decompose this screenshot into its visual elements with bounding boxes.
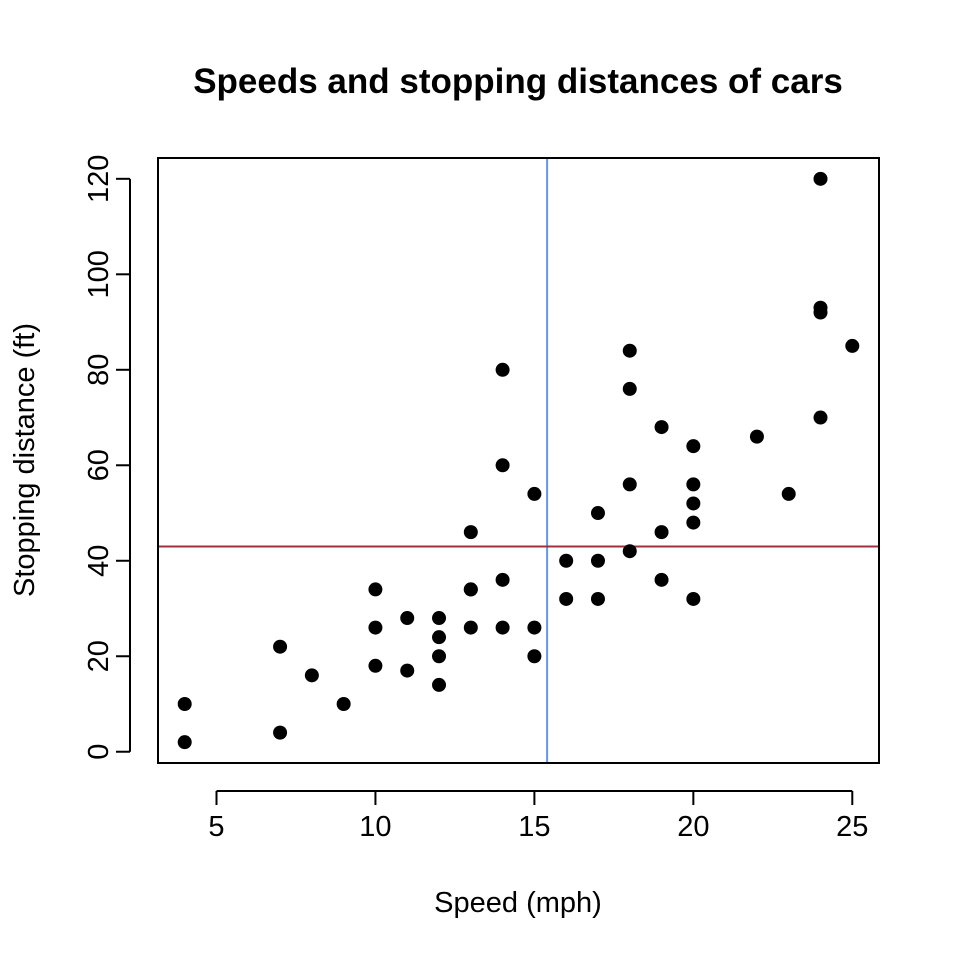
data-point <box>432 677 447 692</box>
data-point <box>432 630 447 645</box>
data-point <box>686 496 701 511</box>
chart-title: Speeds and stopping distances of cars <box>193 62 843 101</box>
data-point <box>527 486 542 501</box>
data-point <box>463 620 478 635</box>
data-point <box>622 544 637 559</box>
data-point <box>813 171 828 186</box>
data-point <box>590 553 605 568</box>
data-point <box>559 553 574 568</box>
data-point <box>273 725 288 740</box>
data-point <box>686 515 701 530</box>
data-point <box>622 343 637 358</box>
data-point <box>400 663 415 678</box>
data-point <box>686 439 701 454</box>
x-tick-label: 5 <box>208 811 224 843</box>
data-point <box>368 582 383 597</box>
data-point <box>654 525 669 540</box>
data-point <box>781 486 796 501</box>
data-point <box>368 620 383 635</box>
data-point <box>495 620 510 635</box>
data-point <box>336 696 351 711</box>
data-point <box>432 649 447 664</box>
y-tick-label: 40 <box>83 545 115 577</box>
data-point <box>495 458 510 473</box>
data-point <box>463 582 478 597</box>
data-points <box>177 171 860 750</box>
data-point <box>813 410 828 425</box>
data-point <box>813 300 828 315</box>
x-tick-label: 25 <box>836 811 868 843</box>
data-point <box>654 420 669 435</box>
y-tick-label: 20 <box>83 640 115 672</box>
data-point <box>686 477 701 492</box>
data-point <box>622 477 637 492</box>
data-point <box>622 381 637 396</box>
data-point <box>273 639 288 654</box>
data-point <box>177 696 192 711</box>
y-axis-label: Stopping distance (ft) <box>9 323 41 597</box>
y-axis: 0 20 40 60 80 100 120 <box>83 155 131 760</box>
data-point <box>845 338 860 353</box>
y-tick-label: 60 <box>83 449 115 481</box>
x-tick-label: 10 <box>359 811 391 843</box>
data-point <box>495 572 510 587</box>
data-point <box>654 572 669 587</box>
data-point <box>527 620 542 635</box>
y-tick-label: 0 <box>83 744 115 760</box>
x-tick-label: 15 <box>518 811 550 843</box>
y-tick-label: 80 <box>83 354 115 386</box>
x-axis-label: Speed (mph) <box>434 887 602 919</box>
reference-lines <box>158 158 879 763</box>
x-tick-label: 20 <box>677 811 709 843</box>
data-point <box>177 735 192 750</box>
y-tick-label: 120 <box>83 155 115 203</box>
data-point <box>527 649 542 664</box>
x-axis: 5 10 15 20 25 <box>208 790 868 843</box>
data-point <box>559 591 574 606</box>
data-point <box>432 611 447 626</box>
data-point <box>590 506 605 521</box>
y-tick-label: 100 <box>83 250 115 298</box>
data-point <box>749 429 764 444</box>
data-point <box>368 658 383 673</box>
plot-frame <box>157 157 880 764</box>
data-point <box>495 362 510 377</box>
data-point <box>463 525 478 540</box>
data-point <box>590 591 605 606</box>
data-point <box>686 591 701 606</box>
data-point <box>304 668 319 683</box>
data-point <box>400 611 415 626</box>
